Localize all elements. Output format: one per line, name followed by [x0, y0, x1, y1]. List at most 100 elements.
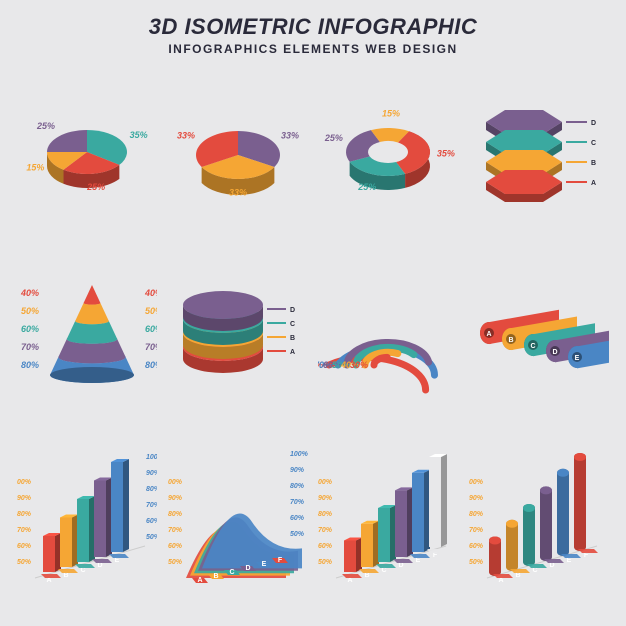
svg-text:90%: 90%	[17, 495, 32, 502]
arc-chart: 80%70%60%50%40%30%	[315, 248, 462, 422]
chart-grid: 35%25%15%25% 33%33%33% 35%25%25%15% DCBA…	[0, 62, 626, 614]
svg-text:D: D	[98, 562, 103, 569]
svg-text:D: D	[245, 565, 250, 572]
svg-text:B: B	[515, 572, 520, 579]
svg-text:25%: 25%	[357, 182, 376, 192]
svg-text:C: C	[229, 569, 234, 576]
svg-text:33%: 33%	[177, 130, 195, 140]
svg-text:C: C	[382, 567, 387, 574]
svg-text:A: A	[197, 577, 202, 584]
svg-text:C: C	[290, 321, 295, 328]
svg-text:70%: 70%	[318, 527, 333, 534]
svg-text:60%: 60%	[469, 543, 484, 550]
svg-text:80%: 80%	[21, 360, 39, 370]
svg-text:50%: 50%	[469, 559, 484, 566]
svg-text:60%: 60%	[21, 324, 39, 334]
svg-text:60%: 60%	[17, 543, 32, 550]
svg-text:B: B	[213, 573, 218, 580]
svg-text:70%: 70%	[290, 499, 305, 506]
svg-text:100%: 100%	[168, 479, 183, 486]
svg-text:E: E	[115, 557, 120, 564]
svg-text:40%: 40%	[20, 288, 39, 298]
svg-text:D: D	[290, 307, 295, 314]
svg-text:60%: 60%	[290, 515, 305, 522]
svg-text:35%: 35%	[437, 148, 455, 158]
svg-text:70%: 70%	[168, 527, 183, 534]
svg-text:A: A	[486, 331, 491, 338]
bar-chart-1: 50% 50% 60% 60% 70% 70% 80% 80% 90% 90% 100% 100% A B…	[14, 426, 161, 600]
svg-text:25%: 25%	[324, 133, 343, 143]
svg-text:90%: 90%	[469, 495, 484, 502]
svg-text:70%: 70%	[469, 527, 484, 534]
svg-text:D: D	[399, 562, 404, 569]
cone-chart: 40% 40% 50% 50% 60% 60% 70% 70% 80% 80%	[14, 248, 161, 422]
svg-text:A: A	[591, 180, 596, 187]
svg-text:E: E	[261, 561, 266, 568]
svg-text:60%: 60%	[146, 518, 157, 525]
svg-text:100%: 100%	[146, 454, 157, 461]
page-subtitle: INFOGRAPHICS ELEMENTS WEB DESIGN	[0, 42, 626, 56]
svg-text:70%: 70%	[146, 502, 157, 509]
svg-text:80%: 80%	[17, 511, 32, 518]
svg-text:100%: 100%	[290, 451, 308, 458]
svg-text:25%: 25%	[36, 121, 55, 131]
svg-text:E: E	[566, 557, 571, 564]
svg-text:A: A	[290, 349, 295, 356]
svg-text:70%: 70%	[17, 527, 32, 534]
svg-text:30%: 30%	[350, 360, 368, 370]
bar-chart-2: 50%50%60%60%70%70%80%80%90%90%100%100%AB…	[315, 426, 462, 600]
svg-text:50%: 50%	[21, 306, 39, 316]
svg-text:B: B	[508, 337, 513, 344]
svg-text:50%: 50%	[145, 306, 157, 316]
svg-text:A: A	[47, 577, 52, 584]
svg-text:F: F	[278, 557, 283, 564]
pie-chart-1: 35%25%15%25%	[14, 70, 161, 244]
svg-text:50%: 50%	[146, 534, 157, 541]
svg-text:E: E	[574, 355, 579, 362]
svg-text:40%: 40%	[144, 288, 157, 298]
svg-text:80%: 80%	[146, 486, 157, 493]
svg-text:90%: 90%	[146, 470, 157, 477]
svg-text:60%: 60%	[318, 543, 333, 550]
svg-text:60%: 60%	[168, 543, 183, 550]
svg-text:F: F	[433, 552, 438, 559]
header: 3D ISOMETRIC INFOGRAPHIC INFOGRAPHICS EL…	[0, 0, 626, 62]
svg-text:80%: 80%	[318, 511, 333, 518]
svg-text:80%: 80%	[469, 511, 484, 518]
svg-text:60%: 60%	[145, 324, 157, 334]
svg-text:B: B	[64, 572, 69, 579]
svg-text:50%: 50%	[17, 559, 32, 566]
svg-text:F: F	[584, 552, 589, 559]
svg-text:C: C	[81, 567, 86, 574]
svg-text:D: D	[591, 120, 596, 127]
svg-text:E: E	[416, 557, 421, 564]
tube-chart: ABCDE	[466, 248, 613, 422]
svg-text:100%: 100%	[318, 479, 333, 486]
svg-text:90%: 90%	[168, 495, 183, 502]
svg-text:D: D	[549, 562, 554, 569]
svg-text:50%: 50%	[168, 559, 183, 566]
svg-text:100%: 100%	[17, 479, 32, 486]
svg-text:B: B	[365, 572, 370, 579]
svg-text:70%: 70%	[21, 342, 39, 352]
svg-text:80%: 80%	[290, 483, 305, 490]
svg-text:50%: 50%	[318, 559, 333, 566]
svg-text:80%: 80%	[145, 360, 157, 370]
svg-text:70%: 70%	[145, 342, 157, 352]
svg-text:50%: 50%	[290, 531, 305, 538]
svg-text:80%: 80%	[168, 511, 183, 518]
svg-text:B: B	[591, 160, 596, 167]
svg-text:33%: 33%	[229, 187, 247, 197]
svg-text:35%: 35%	[130, 130, 148, 140]
svg-text:33%: 33%	[281, 130, 299, 140]
svg-text:C: C	[530, 343, 535, 350]
hexagon-stack: D C B A	[466, 70, 613, 244]
svg-text:90%: 90%	[318, 495, 333, 502]
svg-text:90%: 90%	[290, 467, 305, 474]
svg-text:15%: 15%	[27, 163, 45, 173]
cylinder-bars: 50%50%60%60%70%70%80%80%90%90%100%100%AB…	[466, 426, 613, 600]
svg-text:A: A	[498, 577, 503, 584]
pie-chart-2: 33% 33% 33%	[165, 70, 312, 244]
svg-text:C: C	[591, 140, 596, 147]
wave-area-chart: 50% 50% 60% 60% 70% 70% 80% 80% 90% 90% 100% 100% A B…	[165, 426, 312, 600]
